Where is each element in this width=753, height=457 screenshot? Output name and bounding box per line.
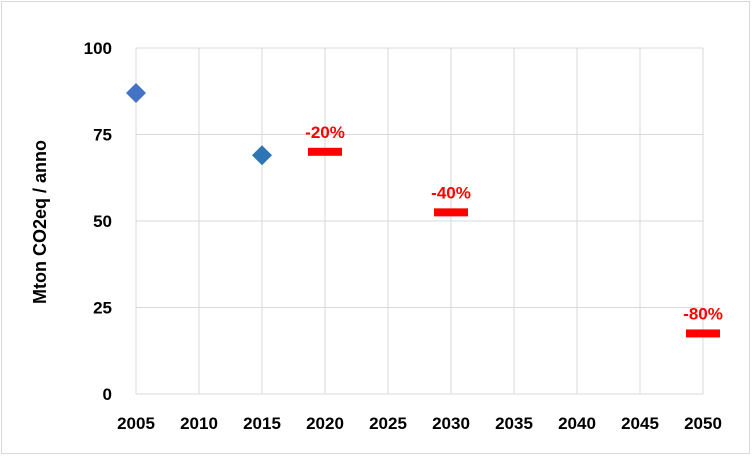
x-tick-label: 2040 xyxy=(558,414,596,433)
x-tick-label: 2050 xyxy=(684,414,722,433)
target-marker xyxy=(686,329,720,338)
y-tick-label: 0 xyxy=(103,385,112,404)
x-tick-label: 2020 xyxy=(306,414,344,433)
target-marker xyxy=(434,208,468,217)
grid xyxy=(135,47,704,395)
y-tick-label: 75 xyxy=(93,126,112,145)
y-tick-label: 50 xyxy=(93,212,112,231)
y-axis-ticks: 0 25 50 75 100 xyxy=(84,39,112,404)
x-tick-label: 2030 xyxy=(432,414,470,433)
data-point-diamond xyxy=(252,145,272,166)
target-label: -20% xyxy=(305,123,345,142)
x-tick-label: 2010 xyxy=(180,414,218,433)
x-axis-ticks: 2005 2010 2015 2020 2025 2030 2035 2040 2045 2050 xyxy=(117,414,722,433)
y-tick-label: 25 xyxy=(93,299,112,318)
x-tick-label: 2035 xyxy=(495,414,533,433)
y-axis-label: Mton CO2eq / anno xyxy=(30,140,50,304)
data-point-diamond xyxy=(126,82,146,103)
target-marker xyxy=(308,147,342,156)
data-marks: -20% -40% -80% xyxy=(126,82,723,338)
x-tick-label: 2025 xyxy=(369,414,407,433)
target-label: -80% xyxy=(683,304,723,323)
x-tick-label: 2045 xyxy=(621,414,659,433)
x-tick-label: 2005 xyxy=(117,414,155,433)
x-tick-label: 2015 xyxy=(243,414,281,433)
y-tick-label: 100 xyxy=(84,39,112,58)
target-label: -40% xyxy=(431,183,471,202)
